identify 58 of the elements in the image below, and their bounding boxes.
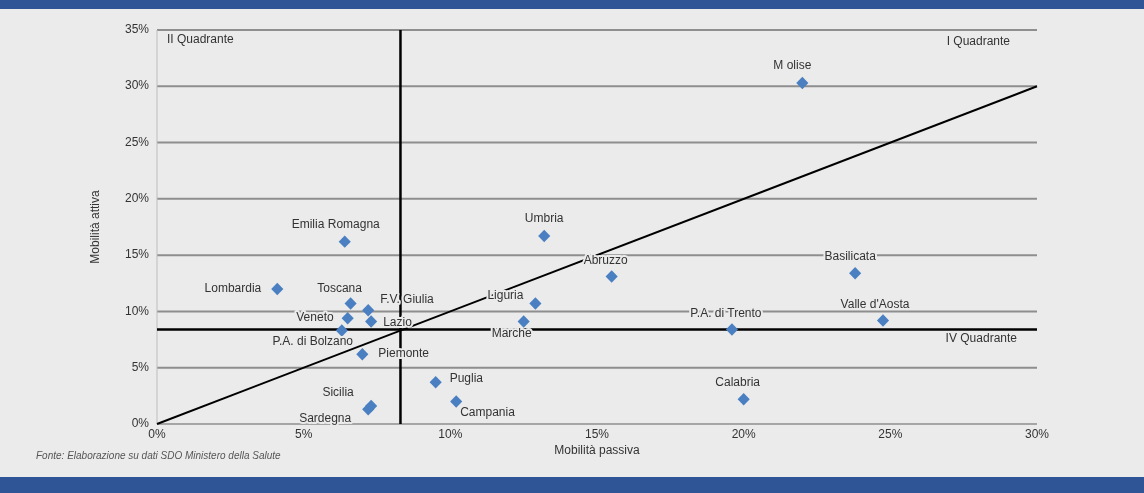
- point: [876, 314, 890, 327]
- point: [725, 323, 738, 336]
- annotation: IV Quadrante: [945, 331, 1018, 346]
- y-tick-label: 5%: [131, 359, 150, 374]
- y-tick-label: 20%: [124, 191, 150, 206]
- x-tick-label: 10%: [438, 427, 463, 441]
- x-tick-label: 5%: [294, 427, 313, 441]
- annotation: P.A. di Bolzano: [272, 333, 354, 348]
- annotation: Veneto: [296, 310, 334, 325]
- annotation: II Quadrante: [167, 32, 235, 47]
- x-tick-label: 15%: [584, 427, 610, 441]
- point: [429, 376, 442, 389]
- annotation: Toscana: [317, 280, 363, 295]
- point: [517, 315, 530, 328]
- y-axis-title: Mobilità attiva: [88, 190, 102, 264]
- point: [450, 395, 463, 408]
- x-tick-label: 30%: [1024, 427, 1050, 441]
- y-tick-label: 25%: [124, 134, 150, 149]
- annotation: Basilicata: [824, 249, 877, 264]
- annotation: Lombardia: [204, 281, 262, 296]
- point: [529, 297, 542, 310]
- annotation: F.V. Giulia: [380, 292, 435, 307]
- point: [605, 270, 618, 283]
- point: [356, 347, 369, 361]
- x-axis-title: Mobilità passiva: [554, 443, 641, 457]
- annotation: Umbria: [524, 211, 564, 226]
- annotation: Abruzzo: [583, 252, 628, 267]
- point: [365, 315, 378, 328]
- y-tick-label: 30%: [124, 78, 150, 93]
- point: [338, 235, 351, 248]
- annotation: M olise: [773, 58, 812, 73]
- point: [362, 403, 375, 416]
- annotation: P.A. di Trento: [690, 305, 762, 320]
- source-note: Fonte: Elaborazione su dati SDO Ministero della Salute: [36, 449, 282, 461]
- x-tick-label: 0%: [148, 427, 166, 441]
- y-tick-label: 0%: [131, 416, 150, 431]
- annotation: Calabria: [715, 375, 761, 390]
- point: [796, 76, 809, 90]
- point: [362, 304, 375, 317]
- point: [737, 393, 750, 406]
- y-tick-label: 35%: [124, 22, 150, 37]
- x-tick-label: 20%: [731, 427, 756, 441]
- point: [344, 297, 357, 310]
- point: [341, 311, 354, 325]
- y-tick-label: 10%: [124, 303, 150, 318]
- annotation: I Quadrante: [946, 34, 1011, 49]
- point: [271, 282, 284, 296]
- annotation: Campania: [460, 404, 516, 419]
- annotation: Valle d'Aosta: [840, 296, 910, 311]
- annotation: Sardegna: [299, 410, 352, 425]
- y-tick-label: 15%: [124, 247, 150, 262]
- annotation: Puglia: [449, 370, 484, 385]
- annotation: Sicilia: [322, 385, 355, 400]
- point: [538, 229, 551, 243]
- point: [335, 324, 348, 337]
- annotation: Emilia Romagna: [291, 216, 381, 231]
- x-tick-label: 25%: [878, 427, 903, 441]
- point: [849, 266, 862, 280]
